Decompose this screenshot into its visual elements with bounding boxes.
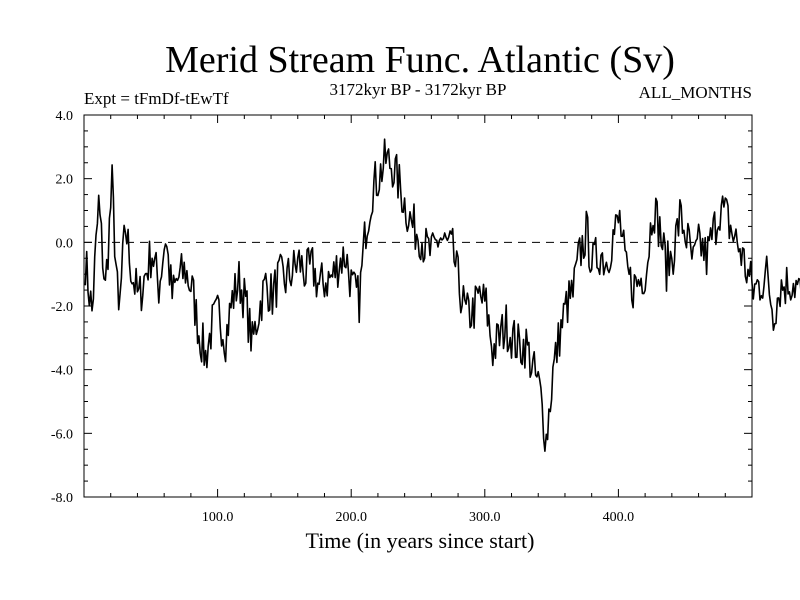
y-tick-label: -8.0	[51, 491, 73, 506]
experiment-label: Expt = tFmDf-tEwTf	[84, 89, 229, 108]
x-tick-label: 400.0	[603, 510, 635, 525]
y-tick-label: -2.0	[51, 300, 73, 315]
y-tick-label: -6.0	[51, 427, 73, 442]
period-label: 3172kyr BP - 3172kyr BP	[330, 80, 507, 99]
y-tick-label: 4.0	[56, 109, 74, 124]
y-tick-label: 2.0	[56, 173, 74, 188]
y-tick-label: -4.0	[51, 364, 73, 379]
chart-title: Merid Stream Func. Atlantic (Sv)	[165, 39, 675, 81]
series-line	[84, 138, 800, 453]
x-tick-label: 100.0	[202, 510, 234, 525]
x-tick-label: 200.0	[335, 510, 367, 525]
x-tick-label: 300.0	[469, 510, 501, 525]
months-label: ALL_MONTHS	[639, 83, 752, 102]
x-axis-label: Time (in years since start)	[306, 528, 535, 553]
y-tick-label: 0.0	[56, 236, 74, 251]
plot-frame	[83, 114, 753, 498]
